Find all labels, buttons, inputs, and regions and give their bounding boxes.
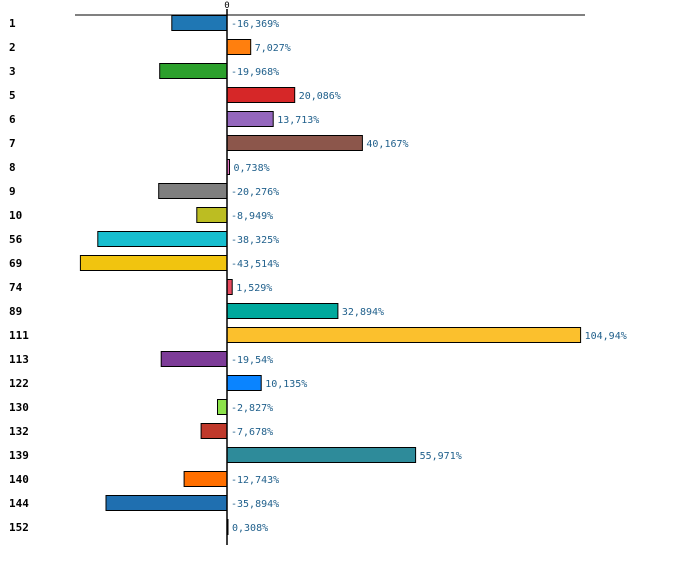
category-label: 2 (9, 41, 16, 54)
category-label: 7 (9, 137, 16, 150)
value-label: 104,94% (585, 331, 627, 342)
value-label: 7,027% (255, 43, 291, 54)
value-label: 0,738% (234, 163, 270, 174)
bar (158, 183, 228, 199)
value-label: -8,949% (231, 211, 273, 222)
bar (226, 279, 233, 295)
value-label: -2,827% (231, 403, 273, 414)
category-label: 130 (9, 401, 29, 414)
category-label: 8 (9, 161, 16, 174)
value-label: 10,135% (265, 379, 307, 390)
category-label: 9 (9, 185, 16, 198)
category-label: 3 (9, 65, 16, 78)
bar (226, 87, 296, 103)
bar (226, 303, 339, 319)
value-label: 20,086% (299, 91, 341, 102)
value-labels-group: -16,369% 7,027% -19,968% 20,086% 13,713% 40,1… (231, 19, 627, 534)
category-label: 89 (9, 305, 22, 318)
bar (196, 207, 228, 223)
category-label: 5 (9, 89, 16, 102)
zero-tick-label: 0 (224, 1, 229, 11)
bar (226, 39, 252, 55)
bars-group (79, 15, 582, 535)
bar (226, 135, 363, 151)
category-label: 139 (9, 449, 29, 462)
category-label: 152 (9, 521, 29, 534)
value-label: 32,894% (342, 307, 384, 318)
value-label: 1,529% (236, 283, 272, 294)
value-label: -16,369% (231, 19, 279, 30)
value-label: 40,167% (366, 139, 408, 150)
bar (226, 327, 582, 343)
category-labels-group: 1235678910566974891111131221301321391401… (9, 17, 29, 534)
value-label: 55,971% (420, 451, 462, 462)
category-label: 113 (9, 353, 29, 366)
bar (226, 111, 274, 127)
category-label: 111 (9, 329, 29, 342)
category-label: 74 (9, 281, 23, 294)
value-label: -19,968% (231, 67, 279, 78)
bar (200, 423, 228, 439)
bar (226, 375, 262, 391)
category-label: 1 (9, 17, 16, 30)
category-label: 56 (9, 233, 23, 246)
bar (217, 399, 228, 415)
bar (97, 231, 228, 247)
value-label: -12,743% (231, 475, 279, 486)
value-label: 0,308% (232, 523, 268, 534)
category-label: 140 (9, 473, 29, 486)
bar (105, 495, 228, 511)
bar (160, 351, 228, 367)
bar (183, 471, 228, 487)
value-label: -19,54% (231, 355, 273, 366)
bar (159, 63, 228, 79)
category-label: 10 (9, 209, 22, 222)
category-label: 122 (9, 377, 29, 390)
value-label: -38,325% (231, 235, 279, 246)
value-label: -43,514% (231, 259, 279, 270)
bar (171, 15, 228, 31)
value-label: -20,276% (231, 187, 279, 198)
value-label: -35,894% (231, 499, 279, 510)
value-label: 13,713% (277, 115, 319, 126)
category-label: 132 (9, 425, 29, 438)
category-label: 69 (9, 257, 22, 270)
category-label: 144 (9, 497, 29, 510)
bar (79, 255, 228, 271)
category-label: 6 (9, 113, 16, 126)
bar (226, 447, 417, 463)
value-label: -7,678% (231, 427, 273, 438)
